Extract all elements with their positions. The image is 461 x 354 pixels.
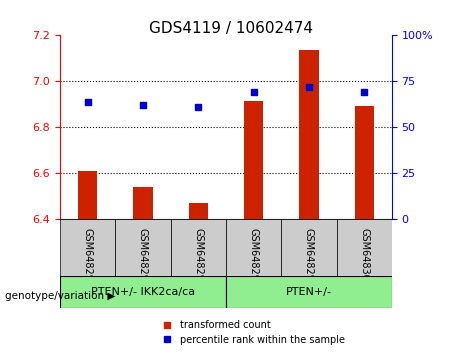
Text: GSM648300: GSM648300 bbox=[359, 228, 369, 287]
FancyBboxPatch shape bbox=[60, 276, 226, 308]
Bar bbox=[133, 187, 153, 219]
Text: GSM648297: GSM648297 bbox=[193, 228, 203, 287]
Point bbox=[361, 90, 368, 95]
Text: GSM648296: GSM648296 bbox=[138, 228, 148, 287]
Bar bbox=[244, 101, 263, 219]
FancyBboxPatch shape bbox=[226, 276, 392, 308]
Point bbox=[84, 99, 91, 104]
FancyBboxPatch shape bbox=[60, 219, 115, 276]
FancyBboxPatch shape bbox=[337, 219, 392, 276]
Text: PTEN+/-: PTEN+/- bbox=[286, 287, 332, 297]
Text: GSM648298: GSM648298 bbox=[248, 228, 259, 287]
Point bbox=[305, 84, 313, 90]
Text: PTEN+/- IKK2ca/ca: PTEN+/- IKK2ca/ca bbox=[91, 287, 195, 297]
Point bbox=[139, 103, 147, 108]
Bar bbox=[78, 171, 97, 219]
Text: genotype/variation ▶: genotype/variation ▶ bbox=[5, 291, 115, 301]
Text: GSM648299: GSM648299 bbox=[304, 228, 314, 287]
Bar bbox=[299, 50, 319, 219]
FancyBboxPatch shape bbox=[281, 219, 337, 276]
Bar bbox=[189, 204, 208, 219]
Legend: transformed count, percentile rank within the sample: transformed count, percentile rank withi… bbox=[159, 316, 349, 349]
Text: GDS4119 / 10602474: GDS4119 / 10602474 bbox=[148, 21, 313, 36]
Bar bbox=[355, 105, 374, 219]
FancyBboxPatch shape bbox=[226, 219, 281, 276]
Text: GSM648295: GSM648295 bbox=[83, 228, 93, 287]
Point bbox=[195, 104, 202, 110]
FancyBboxPatch shape bbox=[171, 219, 226, 276]
Point bbox=[250, 90, 257, 95]
FancyBboxPatch shape bbox=[115, 219, 171, 276]
